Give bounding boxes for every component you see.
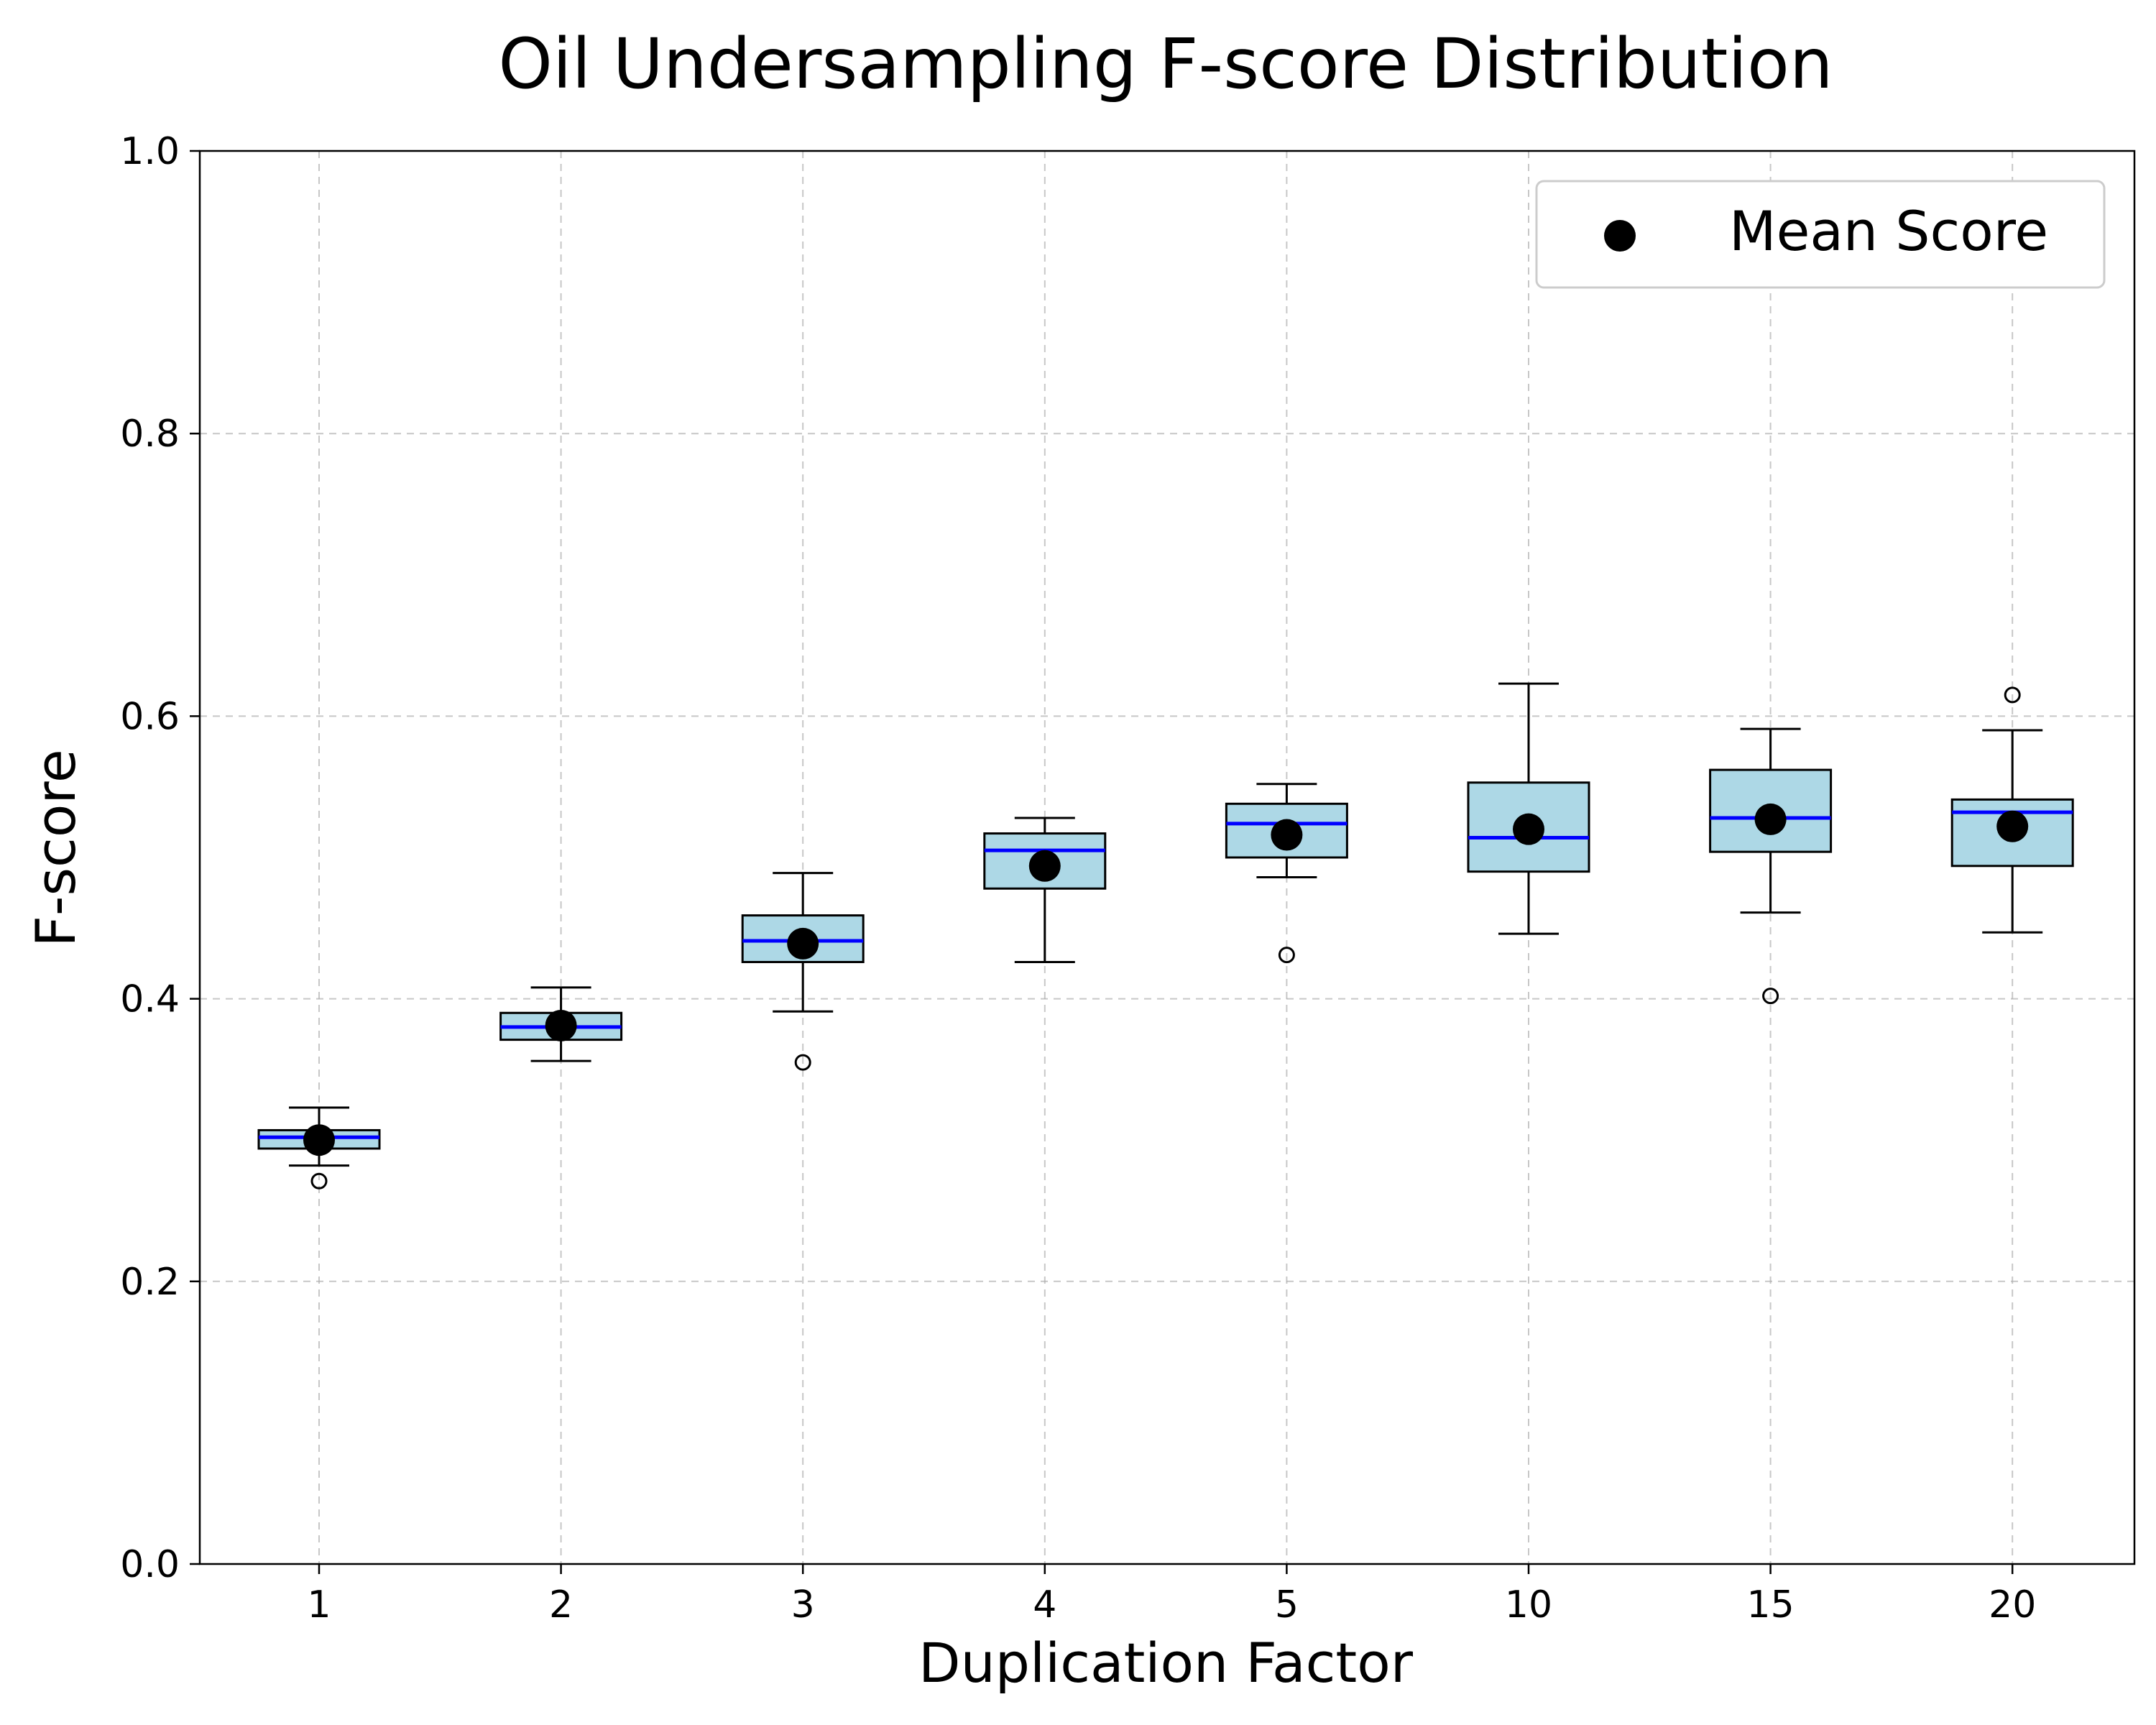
mean-marker <box>1754 803 1787 835</box>
y-axis-label: F-score <box>24 749 88 947</box>
x-tick-label: 3 <box>791 1583 815 1627</box>
box-group <box>1950 686 2074 934</box>
x-tick-label: 2 <box>549 1583 573 1627</box>
y-tick-label: 0.8 <box>120 413 180 456</box>
legend-box <box>1535 180 2106 289</box>
box-group <box>983 816 1107 963</box>
box-group <box>1709 727 1833 1005</box>
box-group <box>741 872 865 1071</box>
y-tick-label: 0.6 <box>120 695 180 738</box>
mean-marker <box>1513 813 1544 845</box>
chart-title: Oil Undersampling F-score Distribution <box>498 24 1833 104</box>
outlier-point <box>1278 947 1295 964</box>
x-tick-label: 4 <box>1033 1583 1056 1627</box>
mean-marker <box>545 1009 577 1041</box>
grid-lines <box>200 150 2134 1565</box>
legend-mean-marker <box>1604 220 1636 252</box>
box-group <box>1225 783 1348 964</box>
plot-frame <box>198 150 2136 1565</box>
x-axis-label: Duplication Factor <box>918 1631 1414 1695</box>
outlier-point <box>1762 988 1779 1005</box>
x-tick-label: 5 <box>1275 1583 1299 1627</box>
boxes <box>257 682 2074 1190</box>
x-tick-label: 15 <box>1747 1583 1795 1627</box>
legend: Mean Score <box>1535 180 2106 289</box>
mean-marker <box>787 927 819 960</box>
y-tick-label: 0.0 <box>120 1543 180 1586</box>
x-tick-label: 20 <box>1989 1583 2036 1627</box>
mean-marker <box>1271 819 1303 851</box>
box-group <box>1467 682 1590 935</box>
x-tick-label: 1 <box>307 1583 331 1627</box>
outlier-point <box>2004 686 2021 704</box>
mean-marker <box>303 1124 335 1156</box>
mean-marker <box>1028 850 1061 882</box>
x-tick-label: 10 <box>1505 1583 1552 1627</box>
x-axis-ticks: 1 2 3 4 5 10 15 20 <box>307 1564 2036 1627</box>
outlier-point <box>794 1054 811 1071</box>
y-tick-label: 0.4 <box>120 978 180 1021</box>
y-tick-label: 0.2 <box>120 1261 180 1304</box>
y-tick-label: 1.0 <box>120 130 180 173</box>
mean-marker <box>1996 810 2029 842</box>
outlier-point <box>310 1172 328 1190</box>
legend-label-mean-score: Mean Score <box>1729 199 2048 263</box>
box-group <box>499 986 623 1062</box>
box-group <box>257 1106 381 1190</box>
y-axis-ticks: 0.0 0.2 0.4 0.6 0.8 1.0 <box>120 130 200 1586</box>
